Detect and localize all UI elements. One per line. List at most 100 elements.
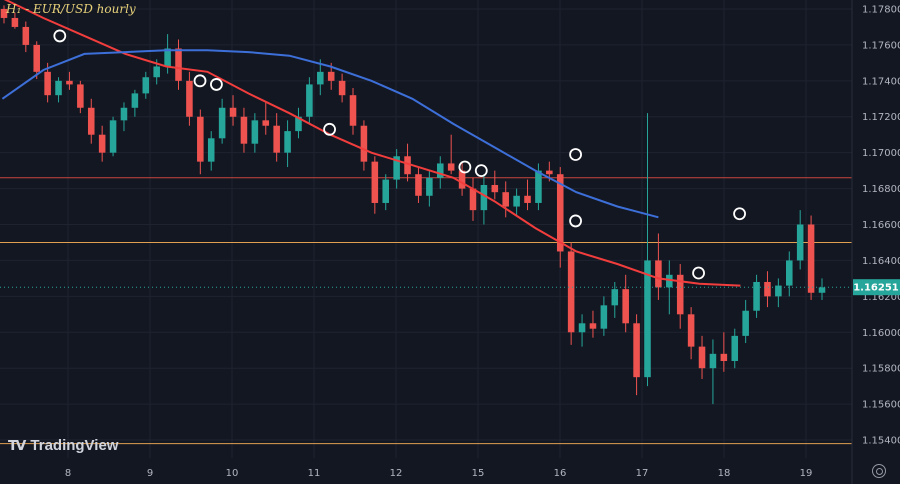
y-tick-label: 1.15600 <box>862 400 900 411</box>
candle-body <box>55 80 62 96</box>
candle-body <box>644 260 651 378</box>
candle-body <box>109 120 117 153</box>
x-tick-label: 17 <box>636 468 649 479</box>
candle-body <box>589 323 597 329</box>
touch-marker-circle <box>733 207 746 221</box>
last-price-label: 1.16251 <box>0 279 900 296</box>
horizontal-levels <box>0 177 852 445</box>
candle-body <box>175 48 182 81</box>
candle-body <box>317 71 324 85</box>
x-tick-label: 19 <box>800 468 813 479</box>
x-tick-label: 8 <box>65 468 71 479</box>
y-tick-label: 1.15400 <box>862 436 900 447</box>
candle-body <box>796 224 804 261</box>
candle-body <box>742 310 749 336</box>
candle-body <box>393 156 400 180</box>
candle-body <box>371 161 379 203</box>
candle-body <box>578 323 586 333</box>
chart-title: H₁ - EUR/USD hourly <box>6 2 136 16</box>
moving-average-line[interactable] <box>1 49 659 219</box>
candle-body <box>622 289 629 324</box>
x-tick-label: 11 <box>308 468 321 479</box>
candle-body <box>77 84 84 108</box>
candle-body <box>655 260 662 288</box>
candle-body <box>666 274 673 288</box>
candle-body <box>0 8 8 18</box>
candle-body <box>327 71 335 81</box>
candles <box>0 5 826 405</box>
candle-body <box>273 125 280 153</box>
candle-body <box>600 305 608 329</box>
price-axis[interactable]: 1.17800 1.17600 1.17400 1.17200 1.17000 1.168… <box>851 0 900 484</box>
y-tick-label: 1.17400 <box>862 76 900 87</box>
candle-body <box>142 77 150 94</box>
x-tick-label: 15 <box>472 468 485 479</box>
candle-body <box>240 116 248 144</box>
candle-body <box>207 138 215 162</box>
touch-marker-circle <box>323 122 336 136</box>
candle-body <box>480 184 488 211</box>
candle-body <box>698 346 706 369</box>
last-price-badge <box>853 279 900 296</box>
grid <box>0 0 852 458</box>
candle-body <box>491 184 499 193</box>
tradingview-logo-icon: 𝗧𝗩 <box>8 437 26 453</box>
candle-body <box>709 353 717 369</box>
candle-body <box>404 156 411 175</box>
candle-body <box>764 281 771 297</box>
candle-body <box>633 323 640 378</box>
candle-body <box>44 71 51 96</box>
candle-body <box>338 80 346 96</box>
candle-body <box>197 116 204 162</box>
candle-body <box>731 335 739 362</box>
candle-body <box>306 84 313 117</box>
tradingview-logo: 𝗧𝗩 TradingView <box>8 437 118 454</box>
candle-body <box>218 107 226 139</box>
candle-body <box>458 170 466 189</box>
candle-body <box>262 120 270 126</box>
touch-markers <box>53 29 746 280</box>
candle-body <box>98 134 106 153</box>
candle-body <box>687 314 695 347</box>
candle-body <box>469 188 477 211</box>
candle-body <box>818 287 826 293</box>
candle-body <box>382 179 390 203</box>
touch-marker-circle <box>569 148 582 161</box>
candle-body <box>502 192 509 207</box>
touch-marker-circle <box>210 78 223 91</box>
candle-body <box>753 281 760 311</box>
x-tick-label: 16 <box>554 468 567 479</box>
candle-body <box>786 260 793 286</box>
candle-body <box>229 107 237 117</box>
candle-body <box>436 163 444 178</box>
touch-marker-circle <box>474 164 488 178</box>
touch-marker-circle <box>692 266 705 280</box>
y-tick-label: 1.17000 <box>862 148 900 159</box>
settings-gear-icon[interactable] <box>872 464 886 478</box>
candle-body <box>22 26 30 45</box>
y-tick-label: 1.16200 <box>862 292 900 303</box>
candle-body <box>66 80 73 85</box>
candle-body <box>120 107 128 121</box>
candle-body <box>11 17 19 27</box>
candle-body <box>426 177 433 196</box>
touch-marker-circle <box>193 74 207 88</box>
tradingview-logo-text: TradingView <box>30 437 119 454</box>
time-axis[interactable]: 8 9 10 11 12 15 16 17 18 19 <box>65 468 813 479</box>
candle-body <box>447 163 455 171</box>
x-tick-label: 12 <box>390 468 403 479</box>
candle-body <box>349 95 357 126</box>
x-tick-label: 10 <box>226 468 239 479</box>
y-tick-label: 1.15800 <box>862 364 900 375</box>
candle-body <box>33 44 40 72</box>
candle-body <box>284 131 291 153</box>
y-tick-label: 1.16000 <box>862 328 900 339</box>
y-tick-label: 1.17600 <box>862 40 900 51</box>
last-price-text: 1.16251 <box>853 283 899 294</box>
candle-body <box>567 251 575 333</box>
moving-average-line[interactable] <box>2 0 741 287</box>
x-tick-label: 9 <box>147 468 153 479</box>
candle-body <box>807 224 815 293</box>
